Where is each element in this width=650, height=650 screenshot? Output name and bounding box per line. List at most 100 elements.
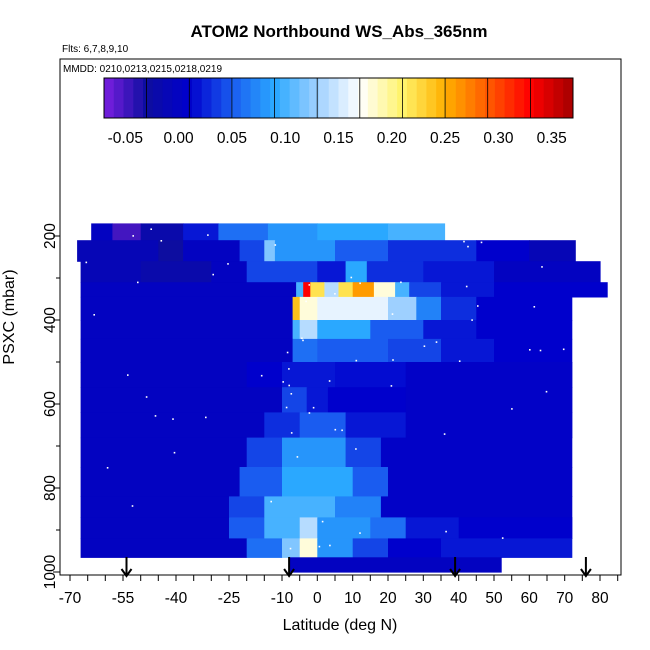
- heat-cell: [264, 240, 276, 262]
- speckle: [290, 393, 293, 395]
- heat-cell: [529, 240, 576, 262]
- heat-cell: [239, 240, 265, 262]
- colorbar-step: [318, 78, 330, 118]
- x-tick-label: -10: [271, 590, 294, 607]
- speckle: [480, 241, 483, 244]
- speckle: [288, 368, 290, 370]
- heat-cell: [423, 320, 477, 340]
- colorbar-tick-label: -0.05: [108, 130, 143, 147]
- heat-cell: [282, 467, 354, 497]
- speckle: [290, 432, 293, 434]
- speckle: [328, 380, 331, 382]
- heat-cell: [441, 538, 573, 558]
- colorbar-step: [270, 78, 281, 118]
- heat-cell: [299, 296, 318, 321]
- colorbar-tick-label: 0.35: [537, 130, 567, 147]
- heat-cell: [264, 517, 301, 539]
- speckle: [511, 408, 513, 410]
- speckle: [308, 412, 311, 414]
- heat-cell: [80, 412, 265, 439]
- colorbar-step: [133, 78, 144, 118]
- heat-cell: [306, 387, 329, 413]
- colorbar-tick-label: 0.25: [430, 130, 460, 147]
- colorbar-step: [504, 78, 515, 118]
- colorbar-step: [123, 78, 134, 118]
- heat-cell: [441, 296, 477, 321]
- heat-cell: [80, 282, 297, 298]
- heat-cell: [289, 557, 502, 573]
- speckle: [329, 544, 331, 547]
- heat-cell: [80, 538, 248, 558]
- flight-arrow: [283, 557, 295, 578]
- y-axis: 200 400 600 800 1000: [42, 223, 60, 589]
- colorbar-step: [240, 78, 252, 118]
- flights-subtitle: Flts: 6,7,8,9,10: [62, 44, 129, 55]
- heat-cell: [317, 338, 389, 363]
- colorbar-step: [358, 78, 369, 118]
- heat-cell: [282, 362, 336, 388]
- colorbar-step: [377, 78, 388, 118]
- speckle: [145, 396, 148, 398]
- speckle: [562, 348, 565, 351]
- x-tick-label: 0: [313, 590, 322, 607]
- colorbar-step: [348, 78, 359, 118]
- speckle: [289, 547, 292, 550]
- heat-cell: [494, 261, 601, 283]
- heat-cell: [299, 320, 318, 340]
- heat-cell: [388, 223, 446, 241]
- heat-cell: [299, 412, 347, 439]
- heat-cell: [112, 223, 142, 241]
- speckle: [355, 359, 358, 362]
- heat-cell: [352, 467, 389, 497]
- speckle: [172, 418, 174, 420]
- heat-cell: [324, 282, 340, 298]
- heat-cell: [388, 240, 477, 262]
- heat-cell: [267, 223, 318, 241]
- heat-cell: [310, 282, 325, 298]
- speckle: [458, 360, 461, 362]
- heat-cell: [183, 240, 241, 262]
- speckle: [301, 337, 303, 340]
- heat-cell: [345, 437, 382, 468]
- colorbar-step: [524, 78, 535, 118]
- colorbar-step: [299, 78, 310, 118]
- speckle: [529, 349, 531, 351]
- colorbar-step: [182, 78, 193, 118]
- colorbar-step: [455, 78, 467, 118]
- heat-cell: [292, 296, 301, 321]
- colorbar-step: [104, 78, 115, 118]
- heat-cell: [218, 223, 269, 241]
- heat-cell: [274, 240, 336, 262]
- speckle: [227, 263, 229, 265]
- heat-cell: [423, 261, 495, 283]
- speckle: [302, 339, 304, 342]
- speckle: [288, 384, 290, 387]
- colorbar-step: [201, 78, 212, 118]
- colorbar-step: [367, 78, 379, 118]
- x-tick-label: 70: [556, 590, 574, 607]
- speckle: [390, 385, 393, 387]
- heat-cell: [140, 261, 212, 283]
- colorbar-step: [231, 78, 242, 118]
- heat-cell: [229, 517, 265, 539]
- heat-cell: [388, 338, 442, 363]
- speckle: [85, 261, 88, 264]
- heat-cell: [335, 240, 389, 262]
- heat-cell: [282, 387, 308, 413]
- heat-cell: [416, 296, 442, 321]
- speckle: [501, 537, 504, 539]
- heat-cell: [317, 517, 371, 539]
- x-tick-label: 20: [379, 590, 397, 607]
- x-tick-label: -25: [218, 590, 240, 607]
- speckle: [260, 374, 263, 377]
- heat-cell: [264, 496, 336, 518]
- heat-cell: [338, 282, 354, 298]
- speckle: [274, 244, 277, 246]
- heat-cell: [80, 338, 294, 363]
- speckle: [308, 284, 311, 286]
- colorbar-step: [279, 78, 291, 118]
- colorbar-tick-label: 0.00: [164, 130, 195, 147]
- heat-cell: [80, 320, 294, 340]
- heat-cell: [80, 517, 230, 539]
- colorbar-step: [475, 78, 486, 118]
